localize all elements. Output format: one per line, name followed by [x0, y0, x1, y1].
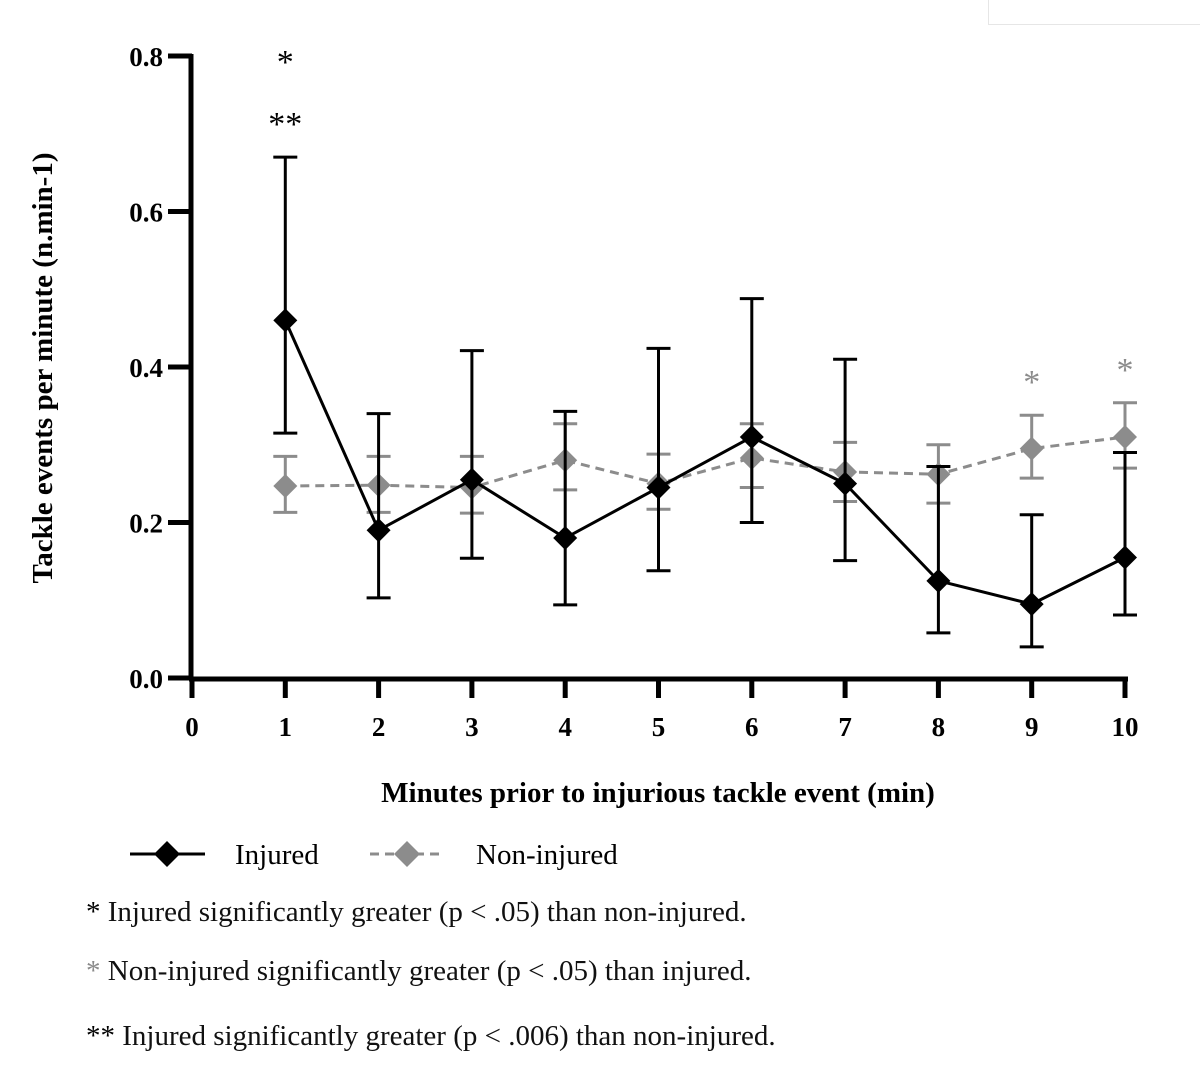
data-point-non-injured	[1113, 424, 1137, 449]
x-ticks: 0 1 2 3 4 5 6 7 8 9 10	[185, 678, 1139, 742]
data-point-injured	[646, 475, 671, 500]
data-point-injured	[366, 518, 391, 543]
corner-frame	[988, 0, 1200, 25]
y-tick-label: 0.2	[129, 509, 163, 539]
data-point-injured	[1019, 592, 1044, 617]
y-tick-label: 0.6	[129, 198, 163, 228]
significance-marker: *	[277, 44, 294, 81]
data-point-non-injured	[1019, 436, 1044, 461]
legend-item-injured: Injured	[130, 839, 319, 871]
significance-marker: **	[268, 106, 302, 143]
data-point-injured	[553, 526, 578, 551]
note-mark: *	[86, 896, 101, 928]
y-axis-title: Tackle events per minute (n.min-1)	[27, 153, 59, 584]
series-non-injured	[273, 401, 1137, 515]
x-tick-label: 1	[279, 712, 293, 742]
x-tick-label: 6	[745, 712, 759, 742]
error-bar-injured	[833, 357, 858, 563]
note-injured-p006: ** Injured significantly greater (p < .0…	[86, 1020, 776, 1053]
y-tick-label: 0.4	[129, 353, 163, 383]
note-text: Injured significantly greater (p < .006)…	[122, 1020, 776, 1052]
data-point-non-injured	[273, 473, 298, 498]
legend-marker-non-injured	[394, 841, 420, 867]
y-tick-label: 0.8	[129, 42, 163, 72]
note-mark: *	[86, 955, 101, 987]
y-tick-label: 0.0	[129, 664, 163, 694]
x-tick-label: 2	[372, 712, 386, 742]
data-point-injured	[1113, 545, 1137, 570]
note-text: Non-injured significantly greater (p < .…	[107, 955, 752, 987]
legend: Injured Non-injured	[130, 839, 618, 871]
x-tick-label: 0	[185, 712, 199, 742]
annotations: **** *	[268, 44, 1133, 401]
error-bar-injured	[553, 409, 578, 607]
significance-marker: *	[1117, 352, 1134, 389]
legend-label-injured: Injured	[235, 839, 319, 871]
error-bar-injured	[366, 412, 391, 600]
error-bar-injured	[459, 349, 484, 560]
error-bar-injured	[1113, 451, 1137, 617]
error-bar-injured	[1019, 513, 1044, 649]
note-non-injured-p05: * Non-injured significantly greater (p <…	[86, 955, 751, 988]
legend-item-non-injured: Non-injured	[370, 839, 618, 871]
data-point-injured	[739, 424, 764, 449]
error-bar-injured	[646, 346, 671, 573]
legend-label-non-injured: Non-injured	[476, 839, 618, 871]
significance-marker: *	[1023, 364, 1040, 401]
y-ticks: 0.0 0.2 0.4 0.6 0.8	[129, 42, 192, 694]
data-point-injured	[273, 308, 298, 333]
x-tick-label: 3	[465, 712, 479, 742]
x-tick-label: 7	[838, 712, 852, 742]
x-tick-label: 5	[652, 712, 666, 742]
series-layer	[273, 155, 1137, 649]
data-point-injured	[459, 467, 484, 492]
data-point-injured	[926, 568, 951, 593]
x-axis-title: Minutes prior to injurious tackle event …	[381, 777, 935, 809]
error-bar-injured	[739, 297, 764, 524]
x-tick-label: 9	[1025, 712, 1039, 742]
series-line-injured	[283, 319, 1126, 606]
series-injured	[273, 155, 1137, 649]
error-bar-injured	[273, 155, 298, 435]
note-injured-p05: * Injured significantly greater (p < .05…	[86, 896, 747, 929]
x-tick-label: 8	[932, 712, 946, 742]
series-line-non-injured	[285, 435, 1126, 490]
note-mark: **	[86, 1020, 115, 1052]
x-tick-label: 10	[1112, 712, 1139, 742]
x-tick-label: 4	[558, 712, 572, 742]
error-bar-injured	[926, 465, 951, 635]
data-point-injured	[833, 471, 858, 496]
note-text: Injured significantly greater (p < .05) …	[107, 896, 747, 928]
legend-marker-injured	[154, 841, 180, 867]
